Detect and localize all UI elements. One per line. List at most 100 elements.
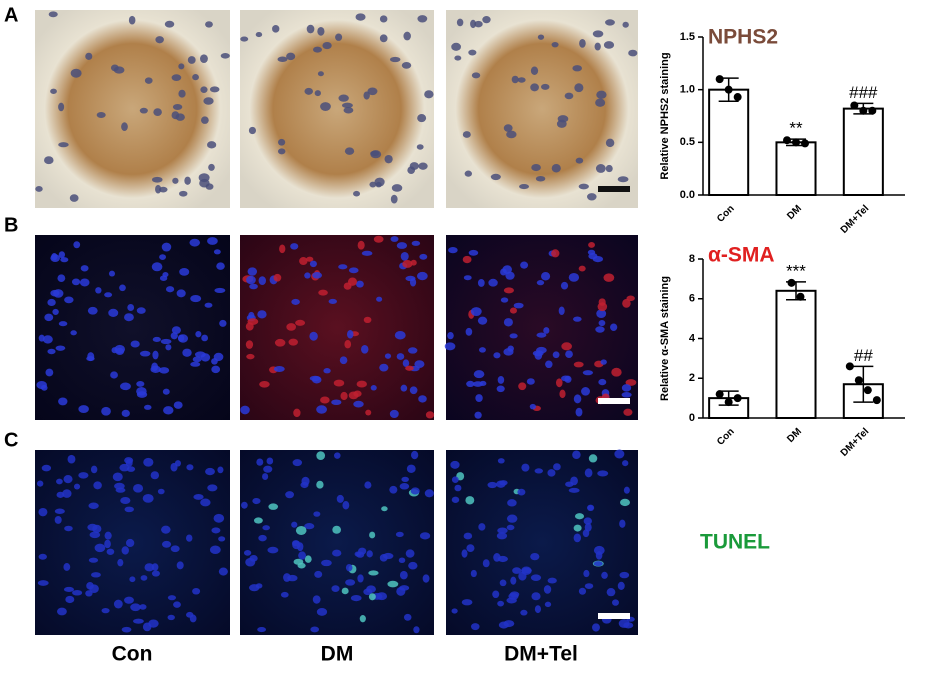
nucleus — [151, 262, 163, 272]
nucleus — [356, 280, 364, 288]
nucleus — [512, 567, 522, 574]
nucleus — [186, 611, 194, 618]
data-point — [872, 396, 881, 405]
nucleus — [286, 52, 296, 61]
nucleus — [253, 517, 263, 524]
nucleus — [95, 287, 102, 294]
nucleus — [507, 499, 517, 507]
nucleus — [487, 481, 498, 489]
nucleus — [344, 147, 355, 155]
data-point — [733, 93, 742, 102]
nucleus — [249, 283, 258, 290]
nucleus — [124, 313, 134, 322]
nucleus — [36, 381, 47, 390]
nucleus — [44, 313, 54, 322]
nucleus — [44, 156, 54, 165]
nucleus — [133, 484, 144, 493]
nucleus — [313, 46, 322, 53]
nucleus — [403, 31, 411, 41]
micrograph — [446, 450, 638, 635]
nucleus — [344, 339, 352, 349]
nucleus — [279, 244, 286, 254]
micrographs — [35, 10, 638, 635]
data-point — [796, 292, 805, 301]
nucleus — [277, 56, 288, 62]
nucleus — [161, 540, 172, 548]
nucleus — [89, 531, 101, 539]
nucleus — [87, 306, 98, 315]
nucleus — [595, 164, 606, 173]
nucleus — [63, 475, 73, 484]
nucleus — [155, 184, 162, 194]
nucleus — [312, 271, 323, 279]
nucleus — [559, 389, 566, 399]
nucleus — [285, 491, 295, 499]
nucleus — [155, 36, 164, 44]
data-point — [801, 139, 809, 148]
nucleus — [178, 63, 185, 70]
nucleus — [471, 72, 481, 79]
nucleus — [451, 608, 458, 614]
nucleus — [513, 302, 524, 309]
nucleus — [190, 361, 201, 367]
nucleus — [150, 471, 160, 480]
nucleus — [47, 298, 56, 306]
nucleus — [213, 513, 225, 523]
nucleus — [444, 342, 456, 351]
nucleus — [530, 83, 539, 92]
nucleus — [110, 371, 118, 379]
y-tick-label: 0.0 — [680, 189, 695, 201]
nucleus — [70, 68, 82, 78]
nucleus — [396, 353, 405, 360]
nucleus — [417, 114, 427, 123]
nucleus — [418, 395, 427, 403]
nucleus — [256, 458, 264, 466]
nucleus — [384, 154, 393, 164]
nucleus — [158, 186, 168, 193]
nucleus — [568, 487, 580, 493]
nucleus — [317, 27, 325, 36]
nucleus — [205, 21, 213, 28]
nucleus — [266, 457, 274, 465]
nucleus — [142, 494, 154, 503]
nucleus — [88, 502, 99, 509]
nucleus — [299, 257, 308, 266]
nucleus — [69, 194, 79, 202]
data-point — [854, 376, 863, 385]
nucleus — [316, 480, 324, 489]
nucleus — [537, 34, 545, 40]
nucleus — [583, 569, 590, 578]
nucleus — [321, 559, 332, 567]
chart-title: α-SMA — [708, 244, 775, 267]
nucleus — [316, 451, 326, 460]
nucleus — [273, 273, 282, 282]
nucleus — [405, 275, 416, 282]
nucleus — [578, 183, 589, 190]
nucleus — [357, 574, 364, 583]
nucleus — [474, 20, 483, 28]
nucleus — [58, 397, 68, 406]
nucleus — [547, 577, 557, 584]
nucleus — [573, 533, 582, 543]
nucleus — [587, 193, 597, 201]
nucleus — [343, 107, 354, 114]
nucleus — [588, 241, 595, 248]
nucleus — [193, 494, 204, 500]
nucleus — [625, 379, 637, 386]
nucleus — [207, 484, 218, 492]
nucleus — [605, 164, 613, 173]
x-tick-label: Con — [715, 203, 737, 225]
nucleus — [578, 265, 586, 272]
nucleus — [58, 251, 66, 259]
nucleus — [130, 603, 141, 612]
nucleus — [248, 311, 255, 319]
nucleus — [341, 102, 353, 108]
nucleus — [368, 593, 376, 601]
nucleus — [219, 319, 227, 327]
nucleus — [534, 351, 543, 360]
nucleus — [300, 481, 309, 489]
bar — [775, 141, 817, 196]
nucleus — [268, 503, 279, 510]
nucleus — [170, 332, 178, 340]
nucleus — [545, 360, 553, 369]
